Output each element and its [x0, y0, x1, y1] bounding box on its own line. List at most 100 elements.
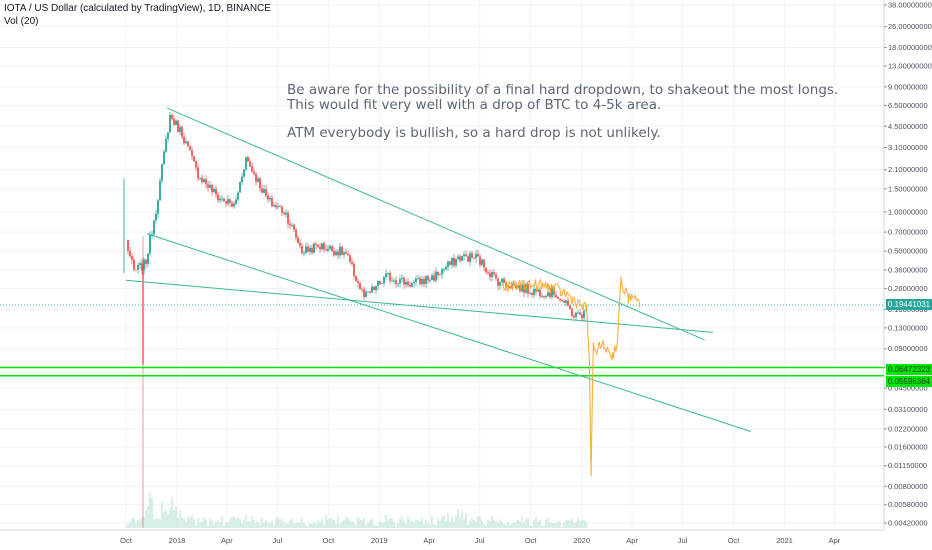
volume-bar [523, 522, 525, 528]
candle-down [201, 177, 203, 183]
candle-up [469, 253, 471, 262]
candle-down [261, 188, 263, 193]
candle-down [215, 188, 217, 195]
candle-up [263, 189, 265, 193]
y-tick-label: 0.09000000 [888, 344, 928, 353]
volume-bar [365, 524, 367, 528]
candle-up [551, 287, 553, 297]
x-tick-label: 2020 [573, 536, 590, 545]
candle-up [463, 254, 465, 257]
candle-down [255, 173, 257, 182]
volume-bar [439, 520, 441, 528]
volume-bar [469, 520, 471, 528]
candle-up [157, 200, 159, 214]
candle-up [445, 266, 447, 270]
price-axis[interactable]: 38.00000000 26.00000000 18.00000000 13.0000… [883, 0, 932, 530]
volume-bar [501, 521, 503, 528]
volume-bar [205, 519, 207, 528]
candle-up [221, 198, 223, 200]
candle-up [365, 291, 367, 297]
volume-bar [337, 514, 339, 528]
candle-down [253, 171, 255, 174]
volume-bar [525, 519, 527, 528]
candle-up [461, 256, 463, 261]
volume-bar [409, 519, 411, 528]
y-tick-label: 0.00580000 [888, 500, 928, 509]
candle-up [577, 312, 579, 314]
volume-bar [559, 522, 561, 528]
candle-up [431, 275, 433, 280]
x-tick-label: Jul [678, 536, 688, 545]
volume-bar [229, 518, 231, 528]
candle-up [343, 252, 345, 255]
trendlines [125, 107, 751, 432]
candle-up [405, 281, 407, 285]
volume-bar [199, 522, 201, 528]
candle-down [389, 273, 391, 281]
candle-down [489, 273, 491, 278]
candle-up [393, 280, 395, 282]
candle-up [425, 276, 427, 285]
y-tick-label: 18.00000000 [888, 43, 932, 52]
trendline-1 [166, 107, 705, 341]
candle-down [473, 257, 475, 259]
candle-down [483, 259, 485, 268]
candle-up [387, 273, 389, 274]
candle-up [447, 261, 449, 267]
volume-bar [317, 520, 319, 528]
volume-bar [407, 516, 409, 528]
chart-title: IOTA / US Dollar (calculated by TradingV… [4, 3, 271, 14]
volume-bar [237, 517, 239, 528]
candle-up [139, 263, 141, 265]
volume-bar [419, 521, 421, 528]
candle-down [471, 253, 473, 258]
candle-down [223, 198, 225, 202]
candle-up [137, 264, 139, 270]
volume-bar [341, 521, 343, 528]
volume-bar [191, 515, 193, 528]
volume-bar [169, 508, 171, 528]
volume-bar [557, 520, 559, 528]
y-tick-label: 26.00000000 [888, 22, 932, 31]
y-tick-label: 0.01150000 [888, 461, 927, 470]
volume-bar [553, 523, 555, 528]
volume-bar [381, 522, 383, 528]
volume-bar [179, 509, 181, 528]
volume-bar [175, 506, 177, 528]
volume-bar [421, 517, 423, 528]
candle-up [501, 278, 503, 283]
candle-up [397, 283, 399, 285]
candle-up [149, 235, 151, 254]
volume-bar [211, 520, 213, 528]
candle-down [361, 288, 363, 290]
candle-up [533, 289, 535, 295]
candle-up [537, 289, 539, 292]
candle-up [443, 269, 445, 271]
volume-bar [487, 519, 489, 528]
volume-bar [459, 517, 461, 528]
time-axis[interactable]: Oct 2018 Apr Jul Oct 2019 Apr Jul Oct 2020 Apr Jul O… [0, 529, 884, 545]
y-tick-label: 1.00000000 [888, 207, 928, 216]
candle-down [353, 263, 355, 277]
volume-bar [129, 521, 131, 528]
candle-down [493, 272, 495, 275]
volume-bar [375, 525, 377, 528]
volume-bar [569, 520, 571, 528]
volume-bar [227, 521, 229, 528]
volume-indicator-label[interactable]: Vol (20) [4, 16, 39, 27]
y-tick-label: 0.70000000 [888, 228, 928, 237]
volume-bar [243, 519, 245, 528]
volume-bar [257, 521, 259, 528]
candle-down [407, 281, 409, 286]
volume-bar [543, 525, 545, 528]
volume-bar [263, 522, 265, 528]
volume-bar [209, 518, 211, 528]
candle-up [165, 138, 167, 152]
candle-down [581, 314, 583, 319]
volume-bar [193, 518, 195, 528]
volume-bar [389, 518, 391, 528]
y-tick-label: 0.00420000 [888, 519, 928, 528]
volume-bar [351, 520, 353, 528]
y-tick-label: 0.02200000 [888, 424, 928, 433]
candle-up [339, 246, 341, 256]
